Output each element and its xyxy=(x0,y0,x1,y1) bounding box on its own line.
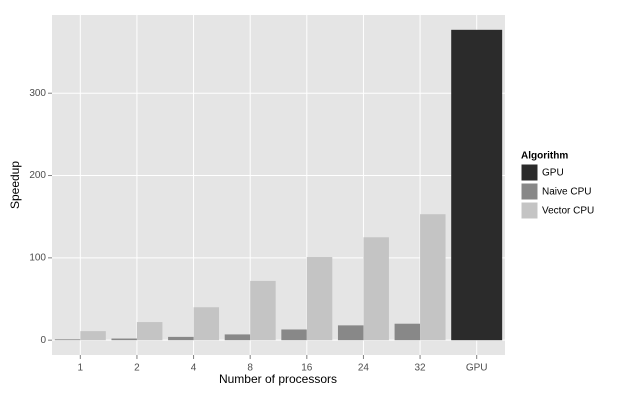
x-tick-label: GPU xyxy=(466,363,488,374)
y-tick-label: 200 xyxy=(29,170,46,181)
y-tick-label: 300 xyxy=(29,88,46,99)
bar xyxy=(394,323,421,341)
bar xyxy=(337,325,364,341)
x-tick-label: 8 xyxy=(247,363,253,374)
legend-label: Naive CPU xyxy=(542,187,591,198)
legend-title: Algorithm xyxy=(521,151,568,162)
bar xyxy=(193,307,220,341)
y-tick-label: 0 xyxy=(40,335,46,346)
x-tick-label: 2 xyxy=(134,363,140,374)
legend-label: Vector CPU xyxy=(542,206,594,217)
bar xyxy=(54,339,81,341)
x-tick-label: 1 xyxy=(78,363,84,374)
legend-key xyxy=(520,201,539,220)
bar xyxy=(168,336,194,341)
legend-key xyxy=(520,182,539,201)
y-tick-label: 100 xyxy=(29,252,46,263)
legend-label: GPU xyxy=(542,168,564,179)
x-tick-label: 4 xyxy=(191,363,197,374)
bar xyxy=(451,29,503,341)
bar xyxy=(420,214,446,341)
y-axis-title: Speedup xyxy=(8,161,22,209)
bar xyxy=(363,237,389,341)
x-axis-title: Number of processors xyxy=(219,372,337,386)
bar xyxy=(224,334,251,341)
bar xyxy=(250,280,276,341)
bar xyxy=(80,331,106,341)
bar xyxy=(111,338,137,341)
legend-key xyxy=(520,163,539,182)
bar xyxy=(306,257,333,341)
bar xyxy=(136,322,163,341)
x-tick-label: 32 xyxy=(415,363,427,374)
x-tick-label: 16 xyxy=(301,363,313,374)
bar xyxy=(281,329,307,341)
x-tick-label: 24 xyxy=(358,363,370,374)
